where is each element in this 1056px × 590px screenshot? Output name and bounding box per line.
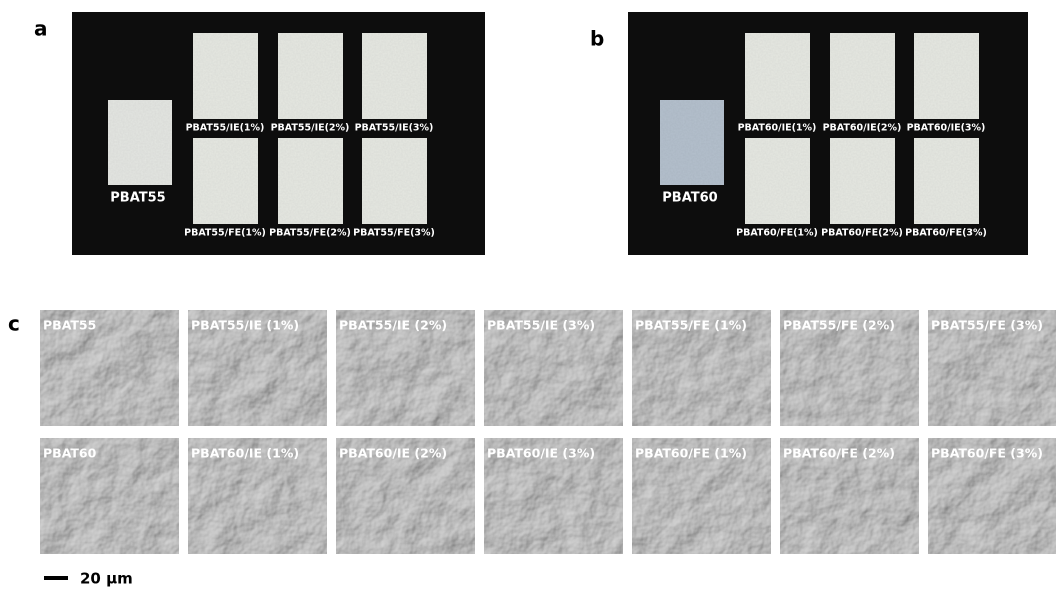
sample-label: PBAT55/IE(2%) [271,123,350,134]
sample-film [660,100,724,185]
sem-label: PBAT55/FE (3%) [931,318,1043,333]
sample-film [278,138,343,224]
sample-film [914,138,979,224]
sample-label: PBAT60/FE(1%) [736,228,818,239]
sem-label: PBAT60/FE (1%) [635,446,747,461]
sem-label: PBAT55/IE (1%) [191,318,299,333]
sem-label: PBAT60/IE (1%) [191,446,299,461]
sem-label: PBAT60/IE (3%) [487,446,595,461]
sample-label: PBAT55/IE(3%) [355,123,434,134]
sample-film [830,138,895,224]
sample-film [193,33,258,119]
sem-label: PBAT60 [43,446,97,461]
scale-bar-label: 20 μm [80,570,133,588]
sample-label: PBAT55/FE(3%) [353,228,435,239]
sample-label: PBAT60/IE(3%) [907,123,986,134]
sem-label: PBAT55/IE (3%) [487,318,595,333]
sem-label: PBAT55/IE (2%) [339,318,447,333]
panel-letter: b [590,27,604,51]
sem-label: PBAT60/IE (2%) [339,446,447,461]
sample-film [830,33,895,119]
sample-label: PBAT55/FE(2%) [269,228,351,239]
sample-label: PBAT55/IE(1%) [186,123,265,134]
sample-label: PBAT55 [110,191,165,206]
sample-label: PBAT60/IE(2%) [823,123,902,134]
sample-label: PBAT55/FE(1%) [184,228,266,239]
sem-label: PBAT55 [43,318,96,333]
sem-label: PBAT60/FE (3%) [931,446,1043,461]
sample-film [745,138,810,224]
sample-label: PBAT60/FE(2%) [821,228,903,239]
sample-label: PBAT60/IE(1%) [738,123,817,134]
sample-film [745,33,810,119]
sample-film [914,33,979,119]
sample-label: PBAT60/FE(3%) [905,228,987,239]
panel-letter: a [34,17,48,41]
sem-label: PBAT55/FE (1%) [635,318,747,333]
sample-film [278,33,343,119]
figure: a b c 20 μm PBAT55 PBAT55/IE(1%) PBAT55/IE… [0,0,1056,590]
sample-film [362,138,427,224]
sem-label: PBAT55/FE (2%) [783,318,895,333]
sample-film [108,100,172,185]
panel-letter: c [8,312,20,336]
sample-film [193,138,258,224]
sample-film [362,33,427,119]
sem-label: PBAT60/FE (2%) [783,446,895,461]
sample-label: PBAT60 [662,191,717,206]
